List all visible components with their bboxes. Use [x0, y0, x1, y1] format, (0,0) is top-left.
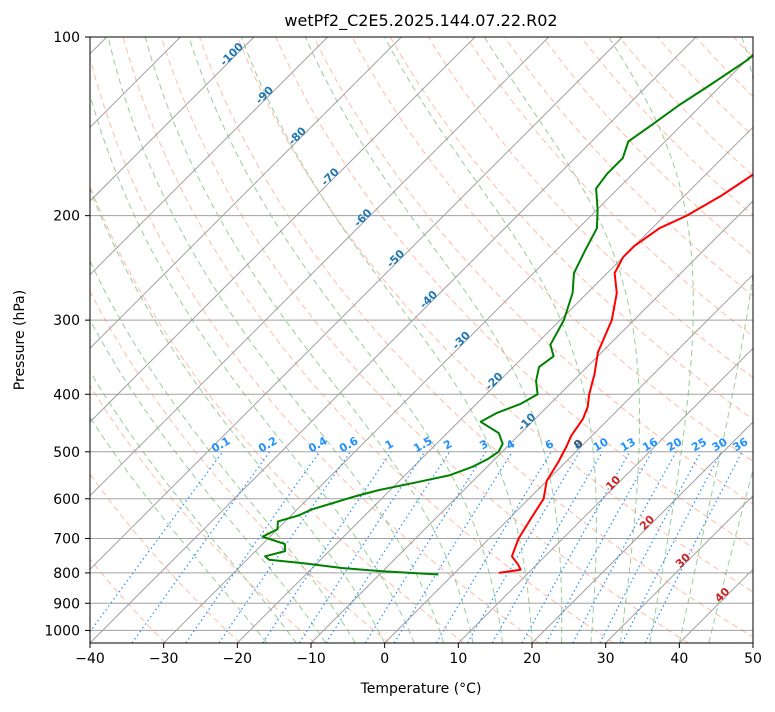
- y-tick-label: 700: [53, 532, 80, 548]
- plot-frame: [90, 37, 753, 643]
- isotherm-label: -10: [515, 410, 538, 433]
- dry-adiabat: [581, 37, 775, 643]
- mixing-ratio-line: [573, 452, 676, 643]
- x-axis-label: Temperature (°C): [360, 681, 482, 697]
- isotherm-line: [385, 37, 775, 643]
- mixing-ratio-lines: [82, 452, 742, 643]
- isotherm-line: [237, 37, 775, 643]
- mixing-ratio-line: [394, 452, 512, 643]
- mixing-ratio-label: 2: [441, 437, 454, 452]
- moist-adiabats: [0, 37, 775, 643]
- dry-adiabat: [352, 37, 775, 643]
- y-axis: 1000 900 800 700 600 500 400 300 200 100: [44, 30, 90, 639]
- x-tick-label: 20: [523, 651, 541, 667]
- dry-adiabat: [734, 37, 775, 643]
- dry-adiabat: [657, 37, 775, 643]
- dry-adiabat: [390, 37, 775, 643]
- isotherm-line: [532, 37, 775, 643]
- moist-adiabat: [305, 37, 561, 643]
- mixing-ratio-line: [132, 452, 270, 643]
- isobar-gridlines: [90, 37, 753, 630]
- isotherm-label: -90: [253, 83, 276, 106]
- moist-adiabat: [24, 37, 356, 643]
- x-tick-label: 30: [597, 651, 615, 667]
- dry-adiabat: [505, 37, 775, 643]
- isotherm-gridlines: [0, 37, 775, 643]
- y-tick-label: 200: [53, 209, 80, 225]
- dry-adiabat: [0, 37, 240, 643]
- moist-adiabat: [145, 37, 473, 643]
- y-tick-label: 300: [53, 313, 80, 329]
- isotherm-label: -20: [482, 369, 505, 392]
- isotherm-label: -40: [417, 288, 440, 311]
- isotherm-label: -50: [384, 247, 407, 270]
- isotherm-label: -100: [217, 40, 246, 69]
- y-tick-label: 800: [53, 566, 80, 582]
- mixing-ratio-line: [645, 452, 742, 643]
- isotherm-line: [90, 37, 696, 643]
- x-tick-label: 40: [670, 651, 688, 667]
- mixing-ratio-label: 6: [543, 437, 556, 452]
- chart-title: wetPf2_C2E5.2025.144.07.22.R02: [284, 11, 557, 31]
- moist-adiabat: [709, 37, 775, 643]
- isotherm-line: [311, 37, 775, 643]
- y-tick-label: 1000: [44, 623, 80, 639]
- isotherm-label: -30: [450, 329, 473, 352]
- isotherm-line: [16, 37, 622, 643]
- x-tick-label: 10: [449, 651, 467, 667]
- x-tick-label: −30: [149, 651, 179, 667]
- moist-adiabat: [0, 37, 267, 643]
- isotherm-line: [753, 37, 775, 643]
- y-tick-label: 600: [53, 492, 80, 508]
- isotherm-line: [458, 37, 775, 643]
- isotherm-label: -70: [319, 165, 342, 188]
- mixing-ratio-label: 4: [504, 437, 517, 452]
- isotherm-label: -60: [351, 206, 374, 229]
- dry-adiabat: [696, 37, 775, 643]
- dry-adiabat: [238, 37, 775, 643]
- x-tick-label: 50: [744, 651, 762, 667]
- dry-adiabat: [0, 37, 315, 643]
- dry-adiabat: [428, 37, 775, 643]
- y-tick-label: 400: [53, 387, 80, 403]
- x-tick-label: 0: [380, 651, 389, 667]
- isotherm-line: [0, 37, 254, 643]
- moist-adiabat-label: 30: [673, 550, 693, 570]
- isotherm-label: -80: [286, 124, 309, 147]
- moist-adiabat-label: 40: [712, 585, 732, 605]
- x-tick-label: −10: [296, 651, 326, 667]
- dry-adiabat: [276, 37, 775, 643]
- mixing-ratio-line: [436, 452, 551, 643]
- dry-adiabat: [161, 37, 688, 643]
- y-tick-label: 500: [53, 445, 80, 461]
- moist-adiabat: [484, 37, 639, 643]
- y-tick-label: 100: [53, 30, 80, 46]
- y-axis-label: Pressure (hPa): [12, 290, 28, 390]
- x-tick-label: −20: [223, 651, 253, 667]
- isotherm-line: [0, 37, 401, 643]
- dry-adiabats: [0, 37, 775, 643]
- x-axis: −40 −30 −20 −10 0 10 20 30 40 50: [75, 643, 762, 667]
- mixing-ratio-line: [82, 452, 223, 643]
- dry-adiabat: [9, 37, 390, 643]
- x-tick-label: −40: [75, 651, 105, 667]
- moist-adiabat-label: 10: [603, 473, 623, 493]
- y-tick-label: 900: [53, 596, 80, 612]
- isotherm-line: [679, 37, 775, 643]
